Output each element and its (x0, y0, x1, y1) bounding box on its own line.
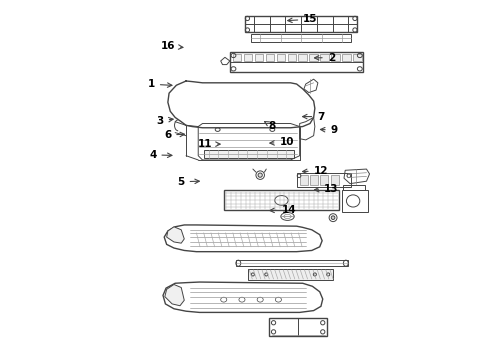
Text: 12: 12 (303, 166, 328, 176)
Bar (331, 175, 339, 185)
Bar (343, 185, 365, 190)
Bar (309, 54, 318, 61)
Bar (244, 54, 252, 61)
Bar (342, 54, 351, 61)
Text: 8: 8 (265, 121, 275, 131)
Polygon shape (165, 284, 184, 306)
Text: 13: 13 (315, 184, 339, 194)
Bar (296, 173, 351, 187)
Bar (353, 54, 362, 61)
Bar (298, 54, 307, 61)
Ellipse shape (258, 173, 262, 177)
Text: 14: 14 (270, 205, 296, 215)
Bar (251, 34, 351, 41)
Text: 7: 7 (303, 112, 324, 122)
Text: 11: 11 (197, 139, 220, 149)
Bar (266, 54, 274, 61)
Text: 6: 6 (164, 130, 184, 140)
Bar (236, 260, 348, 266)
Text: 9: 9 (320, 125, 338, 135)
Text: 4: 4 (149, 150, 172, 160)
Bar (310, 175, 318, 185)
Bar (320, 175, 328, 185)
Text: 15: 15 (288, 14, 318, 24)
Bar (300, 175, 308, 185)
Polygon shape (167, 227, 184, 243)
Bar (270, 319, 327, 336)
Bar (233, 54, 242, 61)
Ellipse shape (275, 195, 288, 205)
Bar (342, 190, 368, 212)
Bar (204, 150, 294, 158)
Text: 2: 2 (315, 53, 335, 63)
Bar (245, 16, 357, 32)
Bar (276, 54, 285, 61)
Text: 5: 5 (177, 177, 199, 187)
Ellipse shape (331, 216, 335, 220)
Bar (288, 54, 296, 61)
Text: 3: 3 (156, 116, 173, 126)
Bar (320, 54, 329, 61)
Text: 16: 16 (160, 41, 183, 51)
Bar (248, 269, 333, 280)
Text: 1: 1 (147, 79, 172, 89)
Bar (331, 54, 340, 61)
Text: 10: 10 (270, 138, 294, 147)
Bar (224, 190, 339, 210)
Bar (255, 54, 263, 61)
Bar (230, 53, 364, 72)
